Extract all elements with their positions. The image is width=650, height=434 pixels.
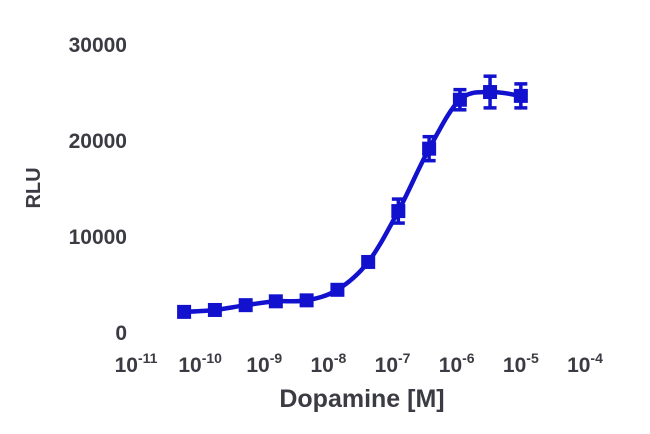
data-point-marker bbox=[361, 254, 376, 269]
x-tick-label: 10-7 bbox=[375, 350, 411, 377]
y-axis-tick-labels: 0 10000 20000 30000 bbox=[69, 34, 127, 345]
x-tick-label: 10-5 bbox=[503, 350, 539, 377]
data-series bbox=[177, 74, 528, 319]
y-tick-label: 10000 bbox=[69, 226, 127, 249]
data-point-marker bbox=[452, 92, 467, 107]
data-point-marker bbox=[391, 204, 406, 219]
fitted-curve bbox=[181, 89, 524, 315]
data-point-marker bbox=[268, 294, 283, 309]
data-point-marker bbox=[330, 282, 345, 297]
x-tick-label: 10-8 bbox=[311, 350, 347, 377]
data-point-marker bbox=[238, 298, 253, 313]
y-axis-title: RLU bbox=[23, 167, 45, 208]
data-point-marker bbox=[422, 141, 437, 156]
x-axis-title: Dopamine [M] bbox=[279, 385, 444, 413]
y-tick-label: 0 bbox=[115, 322, 127, 345]
data-point-marker bbox=[483, 85, 498, 100]
x-tick-label: 10-9 bbox=[246, 350, 282, 377]
x-tick-label: 10-11 bbox=[115, 350, 158, 377]
y-tick-label: 20000 bbox=[69, 130, 127, 153]
data-point-marker bbox=[513, 88, 528, 103]
x-tick-label: 10-4 bbox=[567, 350, 603, 377]
x-tick-label: 10-10 bbox=[178, 350, 222, 377]
x-axis-tick-labels: 10-11 10-10 10-9 10-8 10-7 10-6 10-5 10-4 bbox=[115, 350, 604, 377]
data-point-marker bbox=[299, 293, 314, 308]
data-point-marker bbox=[207, 302, 222, 317]
x-tick-label: 10-6 bbox=[439, 350, 475, 377]
data-point-marker bbox=[177, 304, 192, 319]
y-tick-label: 30000 bbox=[69, 34, 127, 57]
